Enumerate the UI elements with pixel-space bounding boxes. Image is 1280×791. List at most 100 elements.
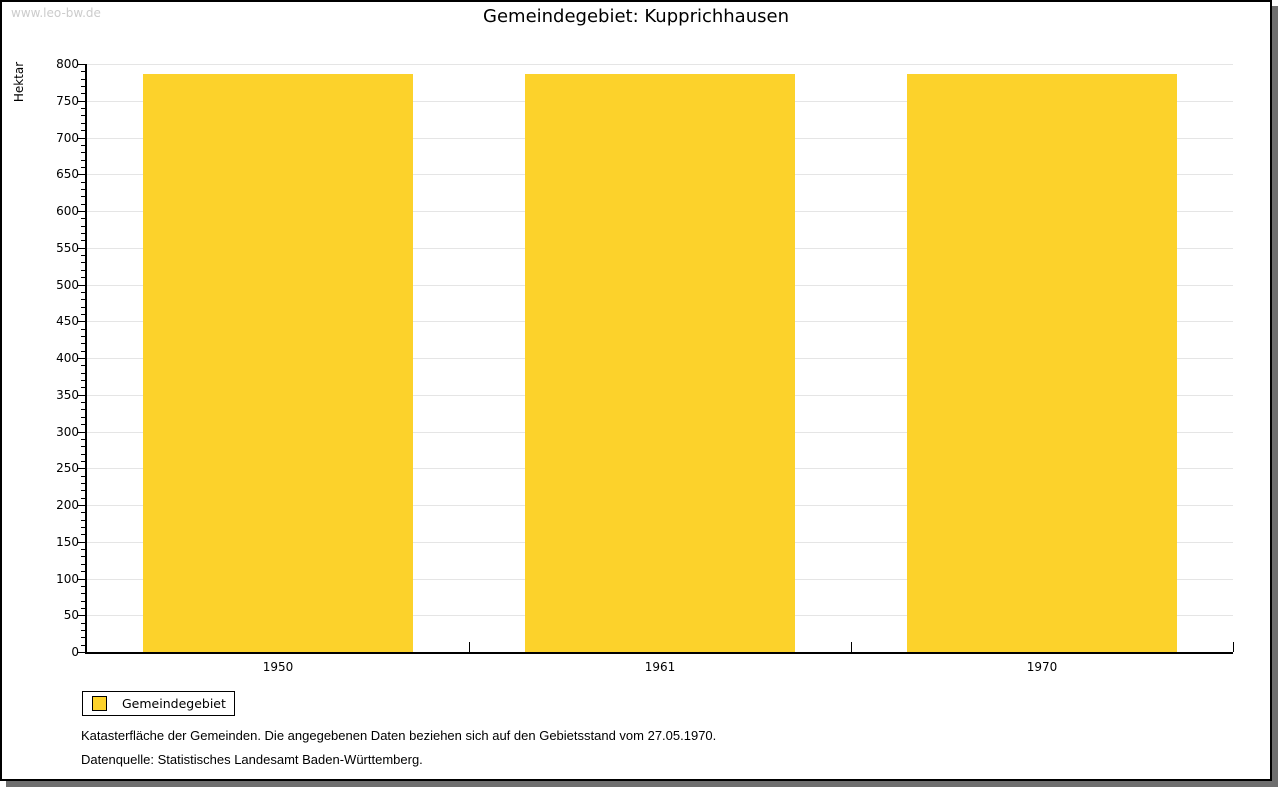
y-minor-tick-690 bbox=[81, 144, 85, 146]
y-minor-tick-590 bbox=[81, 218, 85, 220]
y-minor-tick-160 bbox=[81, 534, 85, 536]
legend-color-swatch bbox=[92, 696, 107, 711]
y-minor-tick-270 bbox=[81, 453, 85, 455]
y-minor-tick-780 bbox=[81, 78, 85, 80]
y-minor-tick-370 bbox=[81, 380, 85, 382]
y-minor-tick-170 bbox=[81, 527, 85, 529]
y-major-tick-750 bbox=[78, 100, 85, 102]
y-minor-tick-310 bbox=[81, 424, 85, 426]
y-minor-tick-280 bbox=[81, 446, 85, 448]
y-minor-tick-210 bbox=[81, 497, 85, 499]
y-tick-label-550: 550 bbox=[56, 240, 79, 255]
y-major-tick-450 bbox=[78, 321, 85, 323]
y-minor-tick-510 bbox=[81, 277, 85, 279]
y-minor-tick-420 bbox=[81, 343, 85, 345]
watermark: www.leo-bw.de bbox=[11, 6, 101, 20]
y-minor-tick-360 bbox=[81, 387, 85, 389]
y-minor-tick-570 bbox=[81, 233, 85, 235]
y-minor-tick-630 bbox=[81, 188, 85, 190]
y-major-tick-150 bbox=[78, 541, 85, 543]
y-minor-tick-520 bbox=[81, 269, 85, 271]
y-major-tick-600 bbox=[78, 211, 85, 212]
y-tick-label-800: 800 bbox=[56, 57, 79, 71]
chart-bar-1970 bbox=[907, 74, 1177, 652]
y-tick-label-450: 450 bbox=[56, 314, 79, 329]
y-major-tick-550 bbox=[78, 247, 85, 249]
y-tick-label-100: 100 bbox=[56, 571, 79, 586]
y-minor-tick-680 bbox=[81, 152, 85, 154]
y-tick-label-700: 700 bbox=[56, 130, 79, 145]
legend: Gemeindegebiet bbox=[82, 691, 235, 716]
legend-label: Gemeindegebiet bbox=[122, 696, 226, 711]
y-minor-tick-80 bbox=[81, 593, 85, 595]
y-minor-tick-460 bbox=[81, 313, 85, 315]
y-minor-tick-760 bbox=[81, 93, 85, 95]
y-tick-label-250: 250 bbox=[56, 461, 79, 476]
y-minor-tick-560 bbox=[81, 240, 85, 242]
y-minor-tick-610 bbox=[81, 203, 85, 205]
y-major-tick-800 bbox=[78, 64, 85, 65]
x-category-label-1970: 1970 bbox=[1026, 660, 1058, 674]
y-minor-tick-110 bbox=[81, 571, 85, 573]
x-boundary-tick-3 bbox=[1233, 642, 1234, 652]
y-minor-tick-40 bbox=[81, 622, 85, 624]
y-major-tick-50 bbox=[78, 615, 85, 617]
y-minor-tick-720 bbox=[81, 122, 85, 124]
y-tick-label-50: 50 bbox=[63, 608, 79, 623]
y-major-tick-700 bbox=[78, 137, 85, 139]
y-minor-tick-180 bbox=[81, 519, 85, 521]
y-major-tick-250 bbox=[78, 468, 85, 470]
y-minor-tick-470 bbox=[81, 306, 85, 308]
y-tick-label-0: 0 bbox=[71, 645, 79, 659]
y-minor-tick-440 bbox=[81, 328, 85, 330]
y-tick-label-750: 750 bbox=[56, 93, 79, 108]
y-minor-tick-490 bbox=[81, 291, 85, 293]
y-minor-tick-260 bbox=[81, 460, 85, 462]
chart-bar-1961 bbox=[525, 74, 795, 652]
y-minor-tick-70 bbox=[81, 600, 85, 602]
x-category-label-1961: 1961 bbox=[644, 660, 676, 674]
y-major-tick-500 bbox=[78, 284, 85, 286]
x-boundary-tick-2 bbox=[851, 642, 852, 652]
y-minor-tick-240 bbox=[81, 475, 85, 477]
y-tick-label-300: 300 bbox=[56, 424, 79, 439]
y-major-tick-0 bbox=[78, 652, 85, 653]
y-tick-label-400: 400 bbox=[56, 351, 79, 365]
y-minor-tick-660 bbox=[81, 166, 85, 168]
y-minor-tick-140 bbox=[81, 549, 85, 551]
y-minor-tick-120 bbox=[81, 563, 85, 565]
y-minor-tick-220 bbox=[81, 490, 85, 492]
x-boundary-tick-1 bbox=[469, 642, 470, 652]
y-minor-tick-670 bbox=[81, 159, 85, 161]
y-minor-tick-230 bbox=[81, 482, 85, 484]
plot-area bbox=[85, 64, 1233, 654]
y-tick-label-150: 150 bbox=[56, 534, 79, 549]
y-minor-tick-340 bbox=[81, 402, 85, 404]
y-minor-tick-480 bbox=[81, 299, 85, 301]
y-minor-tick-790 bbox=[81, 71, 85, 73]
y-minor-tick-580 bbox=[81, 225, 85, 227]
y-minor-tick-30 bbox=[81, 629, 85, 631]
y-tick-label-650: 650 bbox=[56, 167, 79, 182]
y-minor-tick-390 bbox=[81, 365, 85, 367]
y-minor-tick-730 bbox=[81, 115, 85, 117]
y-minor-tick-740 bbox=[81, 108, 85, 110]
y-minor-tick-330 bbox=[81, 409, 85, 411]
y-minor-tick-320 bbox=[81, 416, 85, 418]
y-minor-tick-410 bbox=[81, 350, 85, 352]
y-major-tick-650 bbox=[78, 174, 85, 176]
y-major-tick-200 bbox=[78, 505, 85, 506]
y-major-tick-100 bbox=[78, 578, 85, 580]
y-major-tick-400 bbox=[78, 358, 85, 359]
y-minor-tick-380 bbox=[81, 372, 85, 374]
y-minor-tick-540 bbox=[81, 255, 85, 257]
y-major-tick-300 bbox=[78, 431, 85, 433]
y-minor-tick-430 bbox=[81, 335, 85, 337]
y-minor-tick-60 bbox=[81, 607, 85, 609]
footer-note: Katasterfläche der Gemeinden. Die angege… bbox=[81, 728, 717, 743]
chart-bar-1950 bbox=[143, 74, 413, 652]
y-minor-tick-190 bbox=[81, 512, 85, 514]
y-minor-tick-10 bbox=[81, 644, 85, 646]
